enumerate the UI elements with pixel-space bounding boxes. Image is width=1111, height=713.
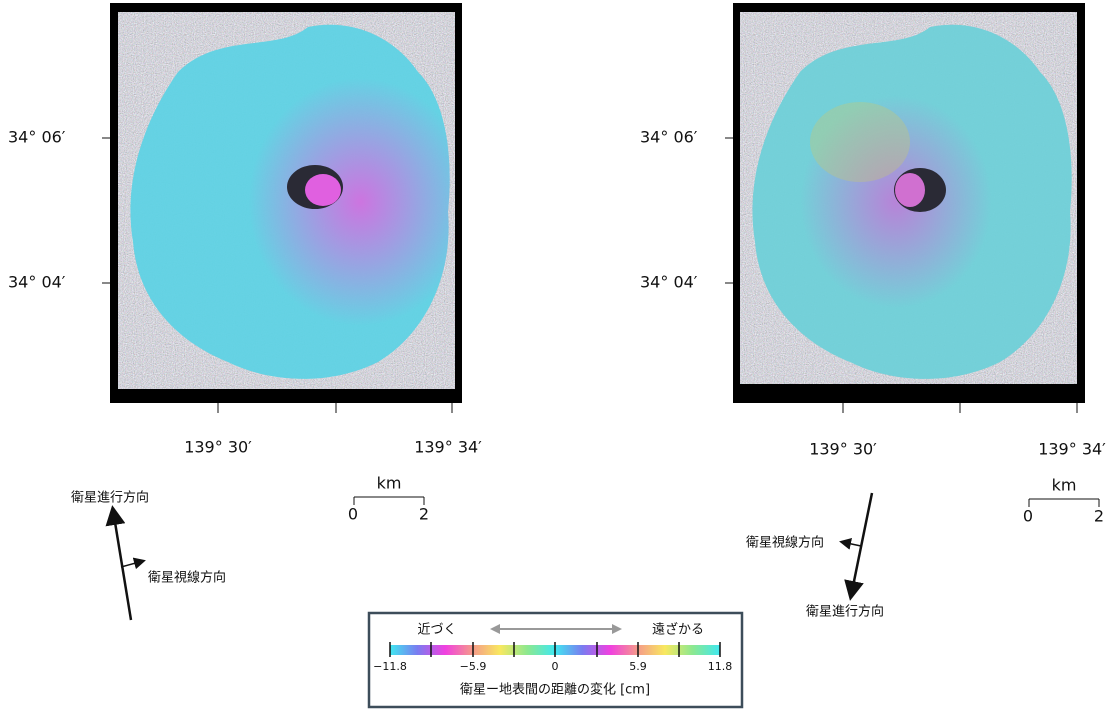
scale-start: 0 — [348, 505, 358, 524]
flight-label: 衛星進行方向 — [71, 490, 149, 506]
page: 34° 06′ 34° 04′ 139° 30′ 139° 34′ km 0 2… — [0, 0, 1111, 713]
lat-label: 34° 06′ — [640, 128, 698, 147]
legend-tick: 0 — [552, 660, 559, 673]
scale-bar — [354, 497, 424, 505]
legend-tick: 5.9 — [629, 660, 647, 673]
scale-unit: km — [1052, 476, 1077, 495]
scale-bar — [1029, 499, 1099, 507]
flight-label: 衛星進行方向 — [806, 604, 884, 620]
figure: 34° 06′ 34° 04′ 139° 30′ 139° 34′ km 0 2… — [0, 0, 1111, 709]
scale-unit: km — [377, 474, 402, 493]
lon-label: 139° 34′ — [1038, 440, 1106, 459]
legend-approach: 近づく — [417, 623, 456, 638]
legend-tick: 11.8 — [708, 660, 733, 673]
legend-recede: 遠ざかる — [652, 622, 704, 638]
lat-label: 34° 04′ — [640, 273, 698, 292]
right-map — [725, 3, 1085, 413]
legend-tick: −5.9 — [460, 660, 487, 673]
lon-label: 139° 34′ — [414, 438, 482, 457]
lon-label: 139° 30′ — [809, 440, 877, 459]
lat-label: 34° 06′ — [8, 128, 66, 147]
look-arrow — [121, 561, 143, 567]
legend-caption: 衛星ー地表間の距離の変化 [cm] — [460, 682, 650, 698]
lon-label: 139° 30′ — [184, 438, 252, 457]
look-label: 衛星視線方向 — [148, 570, 226, 586]
legend-tick: −11.8 — [373, 660, 407, 673]
scale-end: 2 — [419, 505, 429, 524]
scale-start: 0 — [1023, 507, 1033, 526]
scale-end: 2 — [1094, 507, 1104, 526]
left-map — [102, 3, 462, 413]
look-label: 衛星視線方向 — [746, 535, 824, 551]
look-arrow — [842, 542, 861, 546]
lat-label: 34° 04′ — [8, 273, 66, 292]
